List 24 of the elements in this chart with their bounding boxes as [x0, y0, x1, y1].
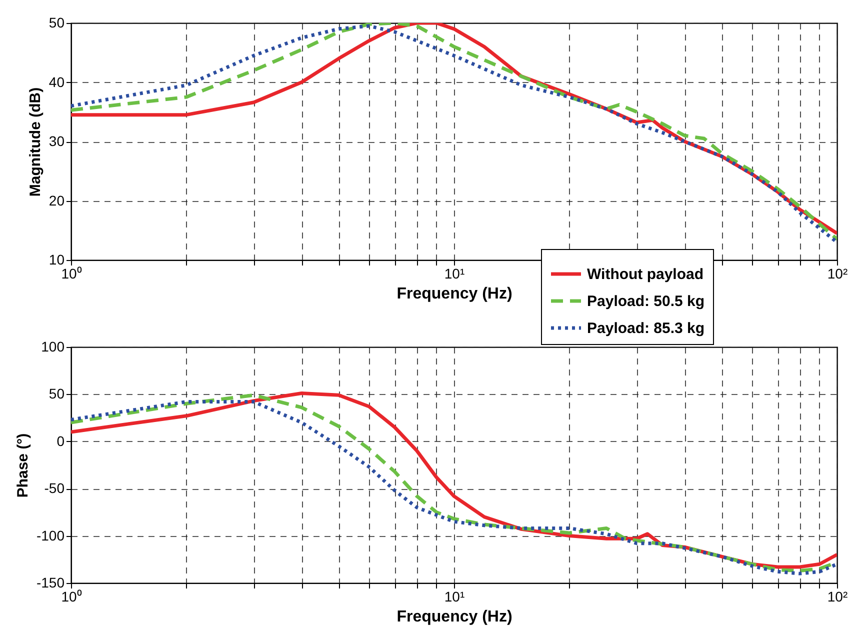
x-axis-title: Frequency (Hz): [396, 286, 512, 302]
y-axis-title: Magnitude (dB): [26, 87, 44, 197]
x-tick-label: 10¹: [444, 266, 465, 282]
x-tick-label: 10⁰: [61, 588, 82, 604]
legend-label: Payload: 50.5 kg: [587, 293, 705, 310]
x-tick-label: 10¹: [444, 588, 465, 604]
x-tick-label: 10⁰: [61, 266, 82, 282]
x-tick-label: 10²: [827, 588, 848, 604]
x-axis-title: Frequency (Hz): [396, 608, 512, 626]
y-tick-label: -100: [36, 527, 65, 544]
y-axis-title: Phase (°): [14, 433, 32, 498]
y-tick-label: -150: [36, 574, 65, 590]
y-tick-label: 40: [48, 74, 65, 90]
x-tick-label: 10²: [827, 266, 848, 282]
y-tick-label: 100: [41, 338, 65, 354]
y-tick-label: 20: [48, 192, 65, 208]
y-tick-label: 10: [48, 252, 65, 268]
legend-label: Payload: 85.3 kg: [587, 320, 705, 337]
y-tick-label: 50: [48, 386, 65, 402]
y-tick-label: 30: [48, 133, 65, 149]
legend-label: Without payload: [587, 266, 704, 283]
y-tick-label: 0: [56, 432, 65, 449]
y-tick-label: -50: [44, 480, 65, 496]
y-tick-label: 50: [48, 14, 65, 30]
